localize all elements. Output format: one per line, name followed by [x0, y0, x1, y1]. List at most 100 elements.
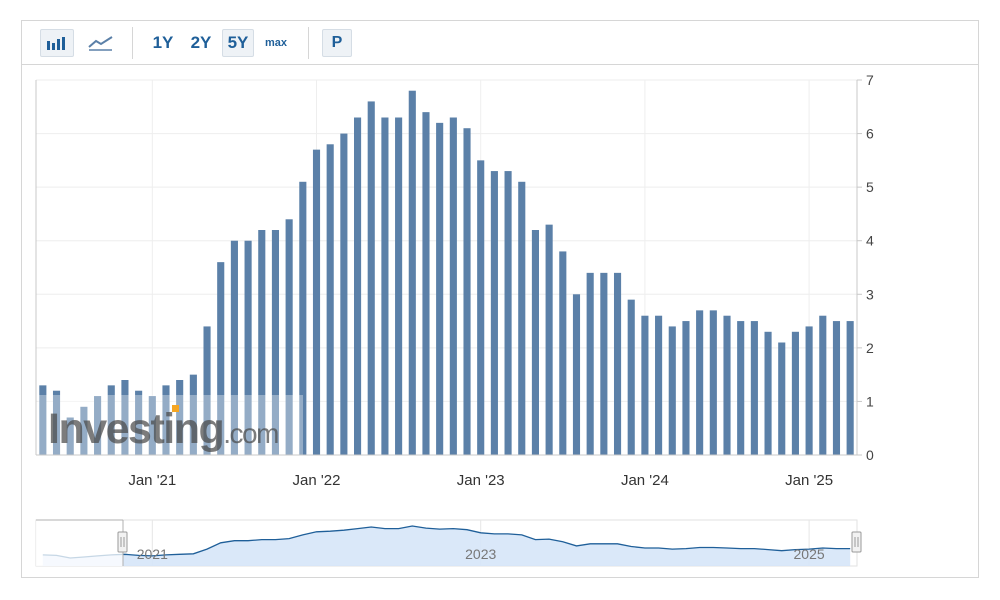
x-tick-label: Jan '22	[293, 472, 341, 489]
bar	[326, 144, 334, 456]
bar	[66, 417, 74, 455]
bar	[682, 321, 690, 455]
bar	[408, 90, 416, 455]
bar	[367, 101, 375, 455]
bar	[312, 149, 321, 455]
bar-chart-button[interactable]	[40, 29, 74, 57]
bar	[778, 342, 786, 455]
bar	[832, 321, 841, 455]
bar	[600, 272, 608, 455]
chart-widget: 1Y 2Y 5Y max P	[21, 20, 979, 578]
toolbar-divider	[132, 27, 133, 59]
bar	[750, 321, 758, 455]
bar	[148, 396, 156, 455]
p-button[interactable]: P	[322, 29, 352, 57]
bar	[709, 310, 717, 455]
bar	[244, 240, 252, 455]
x-tick-label: Jan '23	[457, 472, 505, 489]
bar	[586, 272, 594, 455]
bar	[737, 321, 745, 455]
navigator-left-handle[interactable]	[117, 531, 128, 553]
bar	[572, 294, 581, 455]
x-tick-label: Jan '21	[128, 472, 176, 489]
bar	[531, 230, 539, 455]
x-tick-label: Jan '25	[785, 472, 833, 489]
y-tick-label: 4	[866, 233, 874, 249]
bar	[477, 160, 485, 455]
range-5y-button[interactable]: 5Y	[222, 29, 254, 57]
y-tick-label: 2	[866, 340, 874, 356]
y-tick-label: 0	[866, 447, 874, 463]
y-tick-label: 1	[866, 393, 874, 409]
bar	[121, 380, 129, 455]
navigator-year-label: 2021	[137, 546, 168, 562]
bar	[655, 315, 663, 455]
navigator-right-handle[interactable]	[851, 531, 862, 553]
bar	[271, 230, 280, 455]
bar	[203, 326, 211, 455]
investing-watermark: Investing.com	[38, 395, 303, 455]
navigator[interactable]: 2021 2023 2025	[35, 519, 862, 567]
bar	[436, 122, 444, 455]
bar	[805, 326, 813, 455]
navigator-year-label: 2025	[794, 546, 825, 562]
bar	[107, 385, 115, 455]
bar	[613, 272, 622, 455]
bar	[791, 331, 799, 455]
bar	[545, 224, 553, 455]
bar	[627, 299, 635, 455]
bar	[696, 310, 704, 455]
bar	[641, 315, 649, 455]
navigator-area	[42, 526, 851, 566]
bar	[135, 390, 143, 455]
bar	[299, 181, 307, 456]
axes: 0 1 2 3 4 5 6 7 Jan '21 Jan '22 Jan '23 Jan '24 Jan …	[35, 72, 874, 489]
bar	[80, 406, 88, 455]
range-2y-button[interactable]: 2Y	[190, 33, 212, 52]
navigator-line	[42, 525, 851, 559]
watermark-text: Investing.com	[48, 405, 278, 453]
bar	[819, 315, 827, 455]
bar	[340, 133, 348, 456]
bar	[39, 385, 47, 455]
bar	[189, 374, 197, 455]
y-tick-label: 6	[866, 126, 874, 142]
chart-toolbar: 1Y 2Y 5Y max P	[22, 21, 978, 65]
bar	[422, 112, 430, 456]
y-tick-label: 5	[866, 179, 874, 195]
bar	[668, 326, 676, 455]
bar-series	[39, 90, 854, 456]
line-chart-button[interactable]	[84, 29, 118, 57]
bar	[162, 385, 170, 455]
bar	[846, 321, 854, 455]
line-chart-icon	[88, 36, 113, 51]
bar	[723, 315, 731, 455]
y-tick-label: 7	[866, 72, 874, 88]
bar	[504, 171, 512, 456]
bar	[559, 251, 567, 455]
navigator-year-label: 2023	[465, 546, 496, 562]
range-1y-button[interactable]: 1Y	[152, 33, 174, 52]
bar	[176, 380, 184, 455]
toolbar-divider	[308, 27, 309, 59]
bar	[285, 219, 293, 455]
bar	[449, 117, 457, 455]
bar	[463, 128, 471, 455]
bar	[395, 117, 403, 455]
bar	[518, 181, 526, 456]
bar	[764, 331, 772, 455]
x-tick-label: Jan '24	[621, 472, 669, 489]
navigator-unselected	[36, 520, 123, 566]
bar	[381, 117, 389, 455]
bar	[217, 262, 225, 455]
range-max-button[interactable]: max	[264, 37, 288, 49]
bar	[94, 396, 102, 455]
bar	[230, 240, 238, 455]
bar	[258, 230, 266, 455]
bar-chart-icon	[47, 37, 65, 50]
bar	[490, 171, 498, 456]
bar	[354, 117, 362, 455]
bar	[52, 390, 61, 455]
y-tick-label: 3	[866, 286, 874, 302]
